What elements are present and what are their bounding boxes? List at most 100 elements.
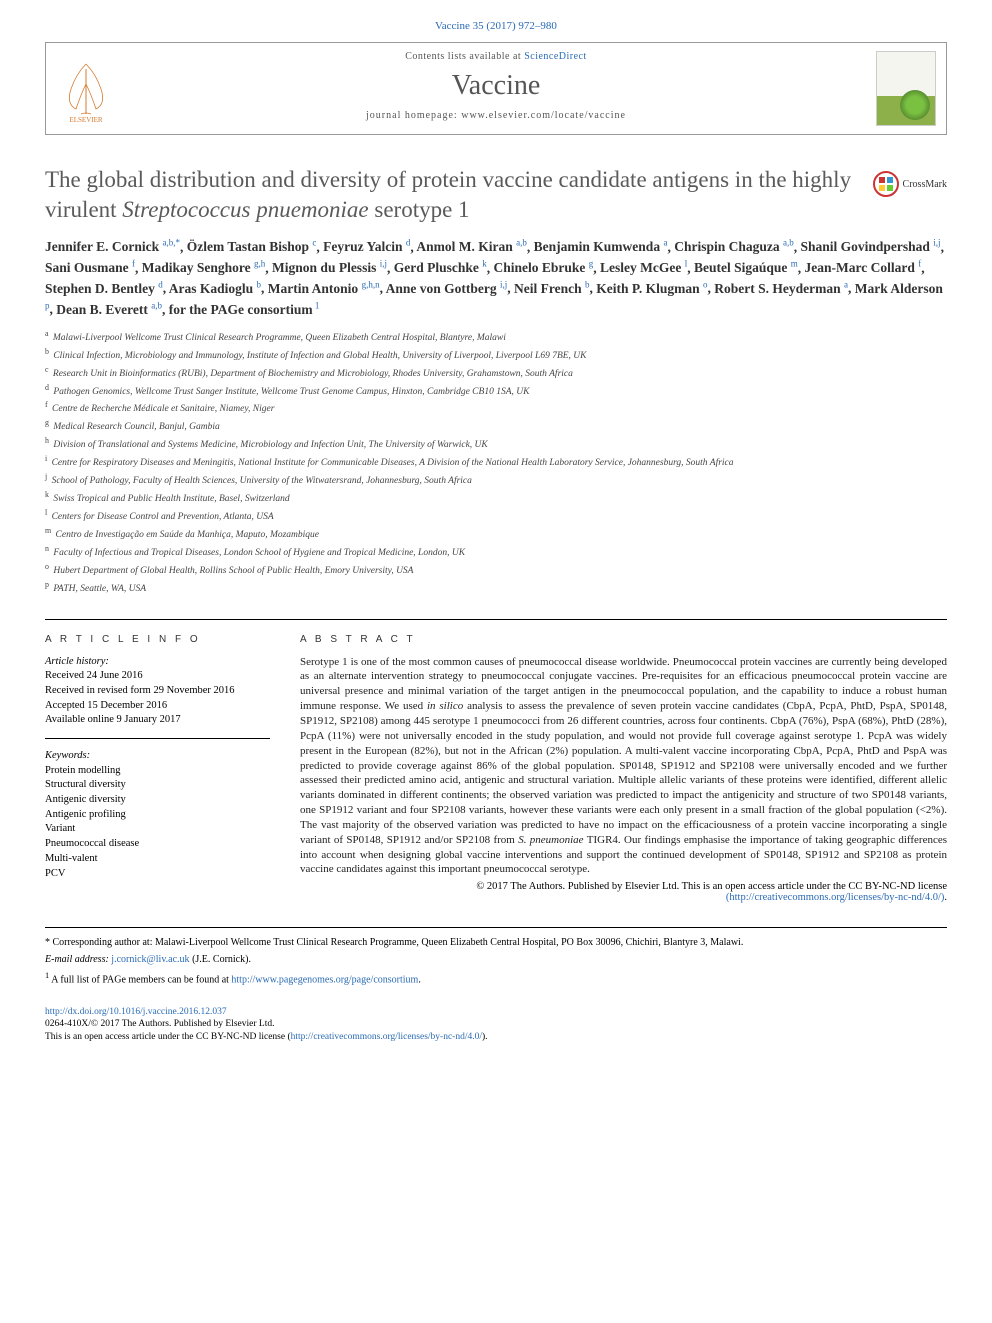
author: Lesley McGee l <box>600 260 687 275</box>
author: Neil French b <box>514 281 590 296</box>
corr-marker: * <box>45 937 53 948</box>
abstract-p1b: analysis to assess the prevalence of sev… <box>300 700 947 846</box>
journal-name: Vaccine <box>126 70 866 102</box>
affiliation-key: d <box>45 383 49 392</box>
elsevier-tree-icon: ELSEVIER <box>56 54 116 124</box>
doi-link[interactable]: http://dx.doi.org/10.1016/j.vaccine.2016… <box>45 1007 227 1017</box>
author: Anmol M. Kiran a,b <box>416 239 527 254</box>
keywords-block: Keywords: Protein modellingStructural di… <box>45 749 270 881</box>
author-affiliation-sup: a,b <box>151 300 162 310</box>
author-affiliation-sup: f <box>132 259 135 269</box>
consortium-note: 1 A full list of PAGe members can be fou… <box>45 970 947 987</box>
license-link[interactable]: (http://creativecommons.org/licenses/by-… <box>726 892 945 903</box>
corresponding-author-note: * Corresponding author at: Malawi-Liverp… <box>45 936 947 950</box>
copyright-line: © 2017 The Authors. Published by Elsevie… <box>300 881 947 892</box>
author: Keith P. Klugman o <box>596 281 707 296</box>
affiliation-key: g <box>45 418 49 427</box>
history-line: Received 24 June 2016 <box>45 669 270 684</box>
email-note: E-mail address: j.cornick@liv.ac.uk (J.E… <box>45 953 947 967</box>
doi-license-link[interactable]: http://creativecommons.org/licenses/by-n… <box>291 1032 482 1042</box>
title-post: serotype 1 <box>369 197 470 222</box>
keywords-label: Keywords: <box>45 749 270 764</box>
keyword-item: PCV <box>45 867 270 882</box>
author-affiliation-sup: p <box>45 300 50 310</box>
footnotes: * Corresponding author at: Malawi-Liverp… <box>45 936 947 987</box>
affiliation-key: p <box>45 580 49 589</box>
abstract-heading: A B S T R A C T <box>300 634 947 645</box>
affiliation-row: f Centre de Recherche Médicale et Sanita… <box>45 399 947 417</box>
doi-license-prefix: This is an open access article under the… <box>45 1032 291 1042</box>
corresponding-email-link[interactable]: j.cornick@liv.ac.uk <box>111 954 189 965</box>
affiliation-row: k Swiss Tropical and Public Health Insti… <box>45 489 947 507</box>
consortium-text: , for the PAGe consortium 1 <box>162 302 319 317</box>
author-affiliation-sup: a,b,* <box>163 238 181 248</box>
contents-available-line: Contents lists available at ScienceDirec… <box>126 51 866 62</box>
author: Sani Ousmane f <box>45 260 135 275</box>
paper-title: The global distribution and diversity of… <box>45 165 858 225</box>
email-label: E-mail address: <box>45 954 111 965</box>
email-suffix: (J.E. Cornick). <box>190 954 251 965</box>
affiliation-row: a Malawi-Liverpool Wellcome Trust Clinic… <box>45 328 947 346</box>
abstract-insilico: in silico <box>427 700 463 712</box>
author: Robert S. Heyderman a <box>714 281 848 296</box>
affiliation-key: f <box>45 400 48 409</box>
author-affiliation-sup: b <box>585 279 590 289</box>
affiliation-row: g Medical Research Council, Banjul, Gamb… <box>45 417 947 435</box>
affiliation-row: c Research Unit in Bioinformatics (RUBi)… <box>45 364 947 382</box>
article-info-heading: A R T I C L E I N F O <box>45 634 270 645</box>
author-affiliation-sup: a <box>844 279 848 289</box>
author: Özlem Tastan Bishop c <box>187 239 317 254</box>
author: Anne von Gottberg i,j <box>386 281 508 296</box>
author: Benjamin Kumwenda a <box>534 239 668 254</box>
doi-block: http://dx.doi.org/10.1016/j.vaccine.2016… <box>45 1006 947 1044</box>
crossmark-label: CrossMark <box>903 179 947 190</box>
corr-text: Corresponding author at: Malawi-Liverpoo… <box>53 937 744 948</box>
author-affiliation-sup: k <box>482 259 487 269</box>
publisher-logo: ELSEVIER <box>46 43 126 134</box>
article-history: Article history: Received 24 June 2016Re… <box>45 655 270 739</box>
note1-text: A full list of PAGe members can be found… <box>51 975 231 986</box>
crossmark-icon <box>873 171 899 197</box>
title-species: Streptococcus pnuemoniae <box>122 197 368 222</box>
keyword-item: Multi-valent <box>45 852 270 867</box>
keyword-item: Variant <box>45 822 270 837</box>
consortium-sup: 1 <box>313 300 320 310</box>
affiliation-row: h Division of Translational and Systems … <box>45 435 947 453</box>
author: Martin Antonio g,h,n <box>268 281 380 296</box>
consortium-link[interactable]: http://www.pagegenomes.org/page/consorti… <box>231 975 418 986</box>
author-affiliation-sup: g,h,n <box>362 279 380 289</box>
author: Mignon du Plessis i,j <box>272 260 387 275</box>
crossmark-badge[interactable]: CrossMark <box>873 165 947 197</box>
author-affiliation-sup: f <box>918 259 921 269</box>
affiliation-key: a <box>45 329 49 338</box>
author-affiliation-sup: i,j <box>933 238 940 248</box>
author-list: Jennifer E. Cornick a,b,*, Özlem Tastan … <box>45 237 947 320</box>
author: Chrispin Chaguza a,b <box>674 239 794 254</box>
author-affiliation-sup: g,h <box>254 259 265 269</box>
license-line: (http://creativecommons.org/licenses/by-… <box>300 892 947 903</box>
svg-text:ELSEVIER: ELSEVIER <box>69 116 102 124</box>
affiliation-row: o Hubert Department of Global Health, Ro… <box>45 561 947 579</box>
author: Jennifer E. Cornick a,b,* <box>45 239 180 254</box>
affiliation-row: m Centro de Investigação em Saúde da Man… <box>45 525 947 543</box>
author-affiliation-sup: d <box>158 279 163 289</box>
keyword-item: Structural diversity <box>45 778 270 793</box>
sciencedirect-link[interactable]: ScienceDirect <box>524 51 587 62</box>
citation-line: Vaccine 35 (2017) 972–980 <box>45 20 947 32</box>
history-line: Received in revised form 29 November 201… <box>45 684 270 699</box>
affiliation-key: o <box>45 562 49 571</box>
affiliation-row: b Clinical Infection, Microbiology and I… <box>45 346 947 364</box>
author: Gerd Pluschke k <box>394 260 487 275</box>
affiliation-key: i <box>45 454 47 463</box>
author: Chinelo Ebruke g <box>493 260 593 275</box>
history-line: Available online 9 January 2017 <box>45 713 270 728</box>
homepage-url: www.elsevier.com/locate/vaccine <box>461 110 626 121</box>
author-affiliation-sup: l <box>685 259 688 269</box>
author-affiliation-sup: g <box>589 259 594 269</box>
note1-suffix: . <box>418 975 421 986</box>
affiliation-key: n <box>45 544 49 553</box>
author-affiliation-sup: b <box>257 279 262 289</box>
journal-header: ELSEVIER Contents lists available at Sci… <box>45 42 947 135</box>
affiliation-list: a Malawi-Liverpool Wellcome Trust Clinic… <box>45 328 947 597</box>
affiliation-row: i Centre for Respiratory Diseases and Me… <box>45 453 947 471</box>
